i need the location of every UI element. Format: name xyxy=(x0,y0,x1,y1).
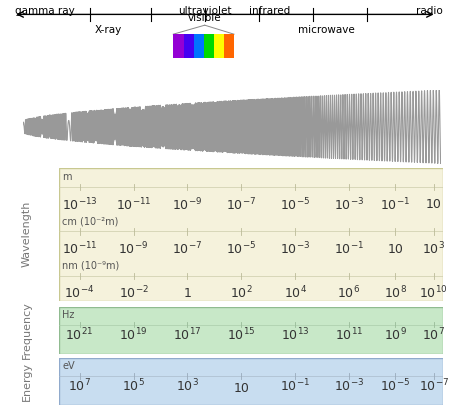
Text: visible: visible xyxy=(188,13,221,23)
Text: $10^{-7}$: $10^{-7}$ xyxy=(418,378,449,395)
Text: $10^{2}$: $10^{2}$ xyxy=(230,285,252,301)
Text: $10^{-7}$: $10^{-7}$ xyxy=(226,197,256,213)
Text: 10: 10 xyxy=(426,198,441,211)
Text: $10^{-1}$: $10^{-1}$ xyxy=(380,197,410,213)
Text: $10^{19}$: $10^{19}$ xyxy=(119,327,148,344)
Text: m: m xyxy=(63,172,72,182)
Text: $10^{-5}$: $10^{-5}$ xyxy=(226,241,256,258)
Text: $10^{-7}$: $10^{-7}$ xyxy=(172,241,202,258)
Text: $10^{-9}$: $10^{-9}$ xyxy=(118,241,148,258)
Text: $10^{9}$: $10^{9}$ xyxy=(384,327,407,344)
Text: Hz: Hz xyxy=(63,310,75,319)
Text: ultraviolet: ultraviolet xyxy=(178,6,231,16)
Text: $10^{8}$: $10^{8}$ xyxy=(384,285,407,301)
Text: $10^{-13}$: $10^{-13}$ xyxy=(62,197,98,213)
Text: $10^{15}$: $10^{15}$ xyxy=(227,327,256,344)
Text: gamma ray: gamma ray xyxy=(15,6,75,16)
Text: $10^{-4}$: $10^{-4}$ xyxy=(64,285,95,301)
Text: $10^{-2}$: $10^{-2}$ xyxy=(118,285,148,301)
Text: $10^{-1}$: $10^{-1}$ xyxy=(280,378,310,395)
Text: $10^{4}$: $10^{4}$ xyxy=(284,285,306,301)
Text: $10^{-11}$: $10^{-11}$ xyxy=(116,197,151,213)
Text: microwave: microwave xyxy=(298,25,355,35)
Text: radio: radio xyxy=(416,6,443,16)
Text: $10^{-5}$: $10^{-5}$ xyxy=(380,378,410,395)
Text: $10^{10}$: $10^{10}$ xyxy=(419,285,448,301)
Text: eV: eV xyxy=(63,361,75,371)
Text: Energy: Energy xyxy=(22,362,32,401)
Text: 1: 1 xyxy=(184,287,191,300)
Text: Frequency: Frequency xyxy=(22,301,32,359)
Text: $10^{-9}$: $10^{-9}$ xyxy=(172,197,202,213)
Text: $10^{7}$: $10^{7}$ xyxy=(68,378,91,395)
Text: Wavelength: Wavelength xyxy=(22,201,32,267)
Text: X-ray: X-ray xyxy=(94,25,122,35)
Text: 10: 10 xyxy=(233,382,249,395)
Text: $10^{3}$: $10^{3}$ xyxy=(422,241,445,258)
Text: cm (10⁻²m): cm (10⁻²m) xyxy=(63,216,119,226)
Text: $10^{17}$: $10^{17}$ xyxy=(173,327,202,344)
Text: $10^{6}$: $10^{6}$ xyxy=(338,285,360,301)
Text: nm (10⁻⁹m): nm (10⁻⁹m) xyxy=(63,260,120,270)
Text: $10^{5}$: $10^{5}$ xyxy=(122,378,145,395)
Text: $10^{-5}$: $10^{-5}$ xyxy=(280,197,310,213)
Text: $10^{3}$: $10^{3}$ xyxy=(176,378,199,395)
Text: $10^{-1}$: $10^{-1}$ xyxy=(334,241,364,258)
Text: $10^{-3}$: $10^{-3}$ xyxy=(334,378,364,395)
Text: $10^{-3}$: $10^{-3}$ xyxy=(280,241,310,258)
Text: $10^{11}$: $10^{11}$ xyxy=(335,327,363,344)
Text: 10: 10 xyxy=(387,243,403,256)
Text: $10^{-11}$: $10^{-11}$ xyxy=(62,241,98,258)
Text: $10^{7}$: $10^{7}$ xyxy=(422,327,445,344)
Text: $10^{-3}$: $10^{-3}$ xyxy=(334,197,364,213)
Text: $10^{21}$: $10^{21}$ xyxy=(66,327,94,344)
Text: $10^{13}$: $10^{13}$ xyxy=(281,327,309,344)
Text: infrared: infrared xyxy=(249,6,291,16)
